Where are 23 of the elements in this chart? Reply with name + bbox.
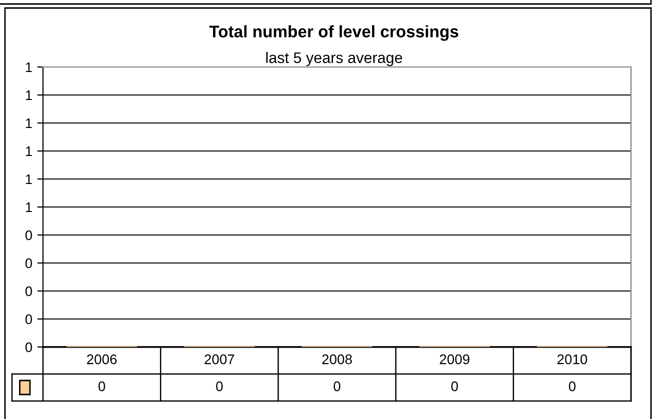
data-label: 0: [334, 381, 340, 392]
data-label: 0: [568, 381, 576, 392]
y-tick-label: 1: [26, 90, 32, 100]
y-tick-label: 0: [25, 230, 32, 240]
y-tick-label: 0: [25, 258, 32, 268]
y-tick-label: 1: [26, 62, 32, 72]
y-tick-label: 0: [25, 342, 32, 352]
x-tick-label: 2010: [557, 354, 588, 364]
y-tick-label: 1: [26, 118, 32, 128]
data-label: 0: [451, 381, 458, 392]
chart-title: Total number of level crossings: [209, 25, 458, 41]
data-label: 0: [216, 381, 223, 392]
chart-subtitle: last 5 years average: [266, 52, 402, 66]
x-tick-label: 2008: [322, 354, 352, 364]
x-tick-label: 2007: [204, 354, 234, 364]
y-tick-label: 1: [26, 146, 32, 156]
y-tick-label: 1: [26, 202, 32, 212]
data-label: 0: [98, 381, 106, 392]
y-tick-label: 0: [25, 314, 32, 324]
y-tick-label: 1: [26, 174, 32, 184]
x-tick-label: 2009: [440, 354, 470, 364]
x-tick-label: 2006: [87, 354, 117, 364]
y-tick-label: 0: [25, 286, 32, 296]
